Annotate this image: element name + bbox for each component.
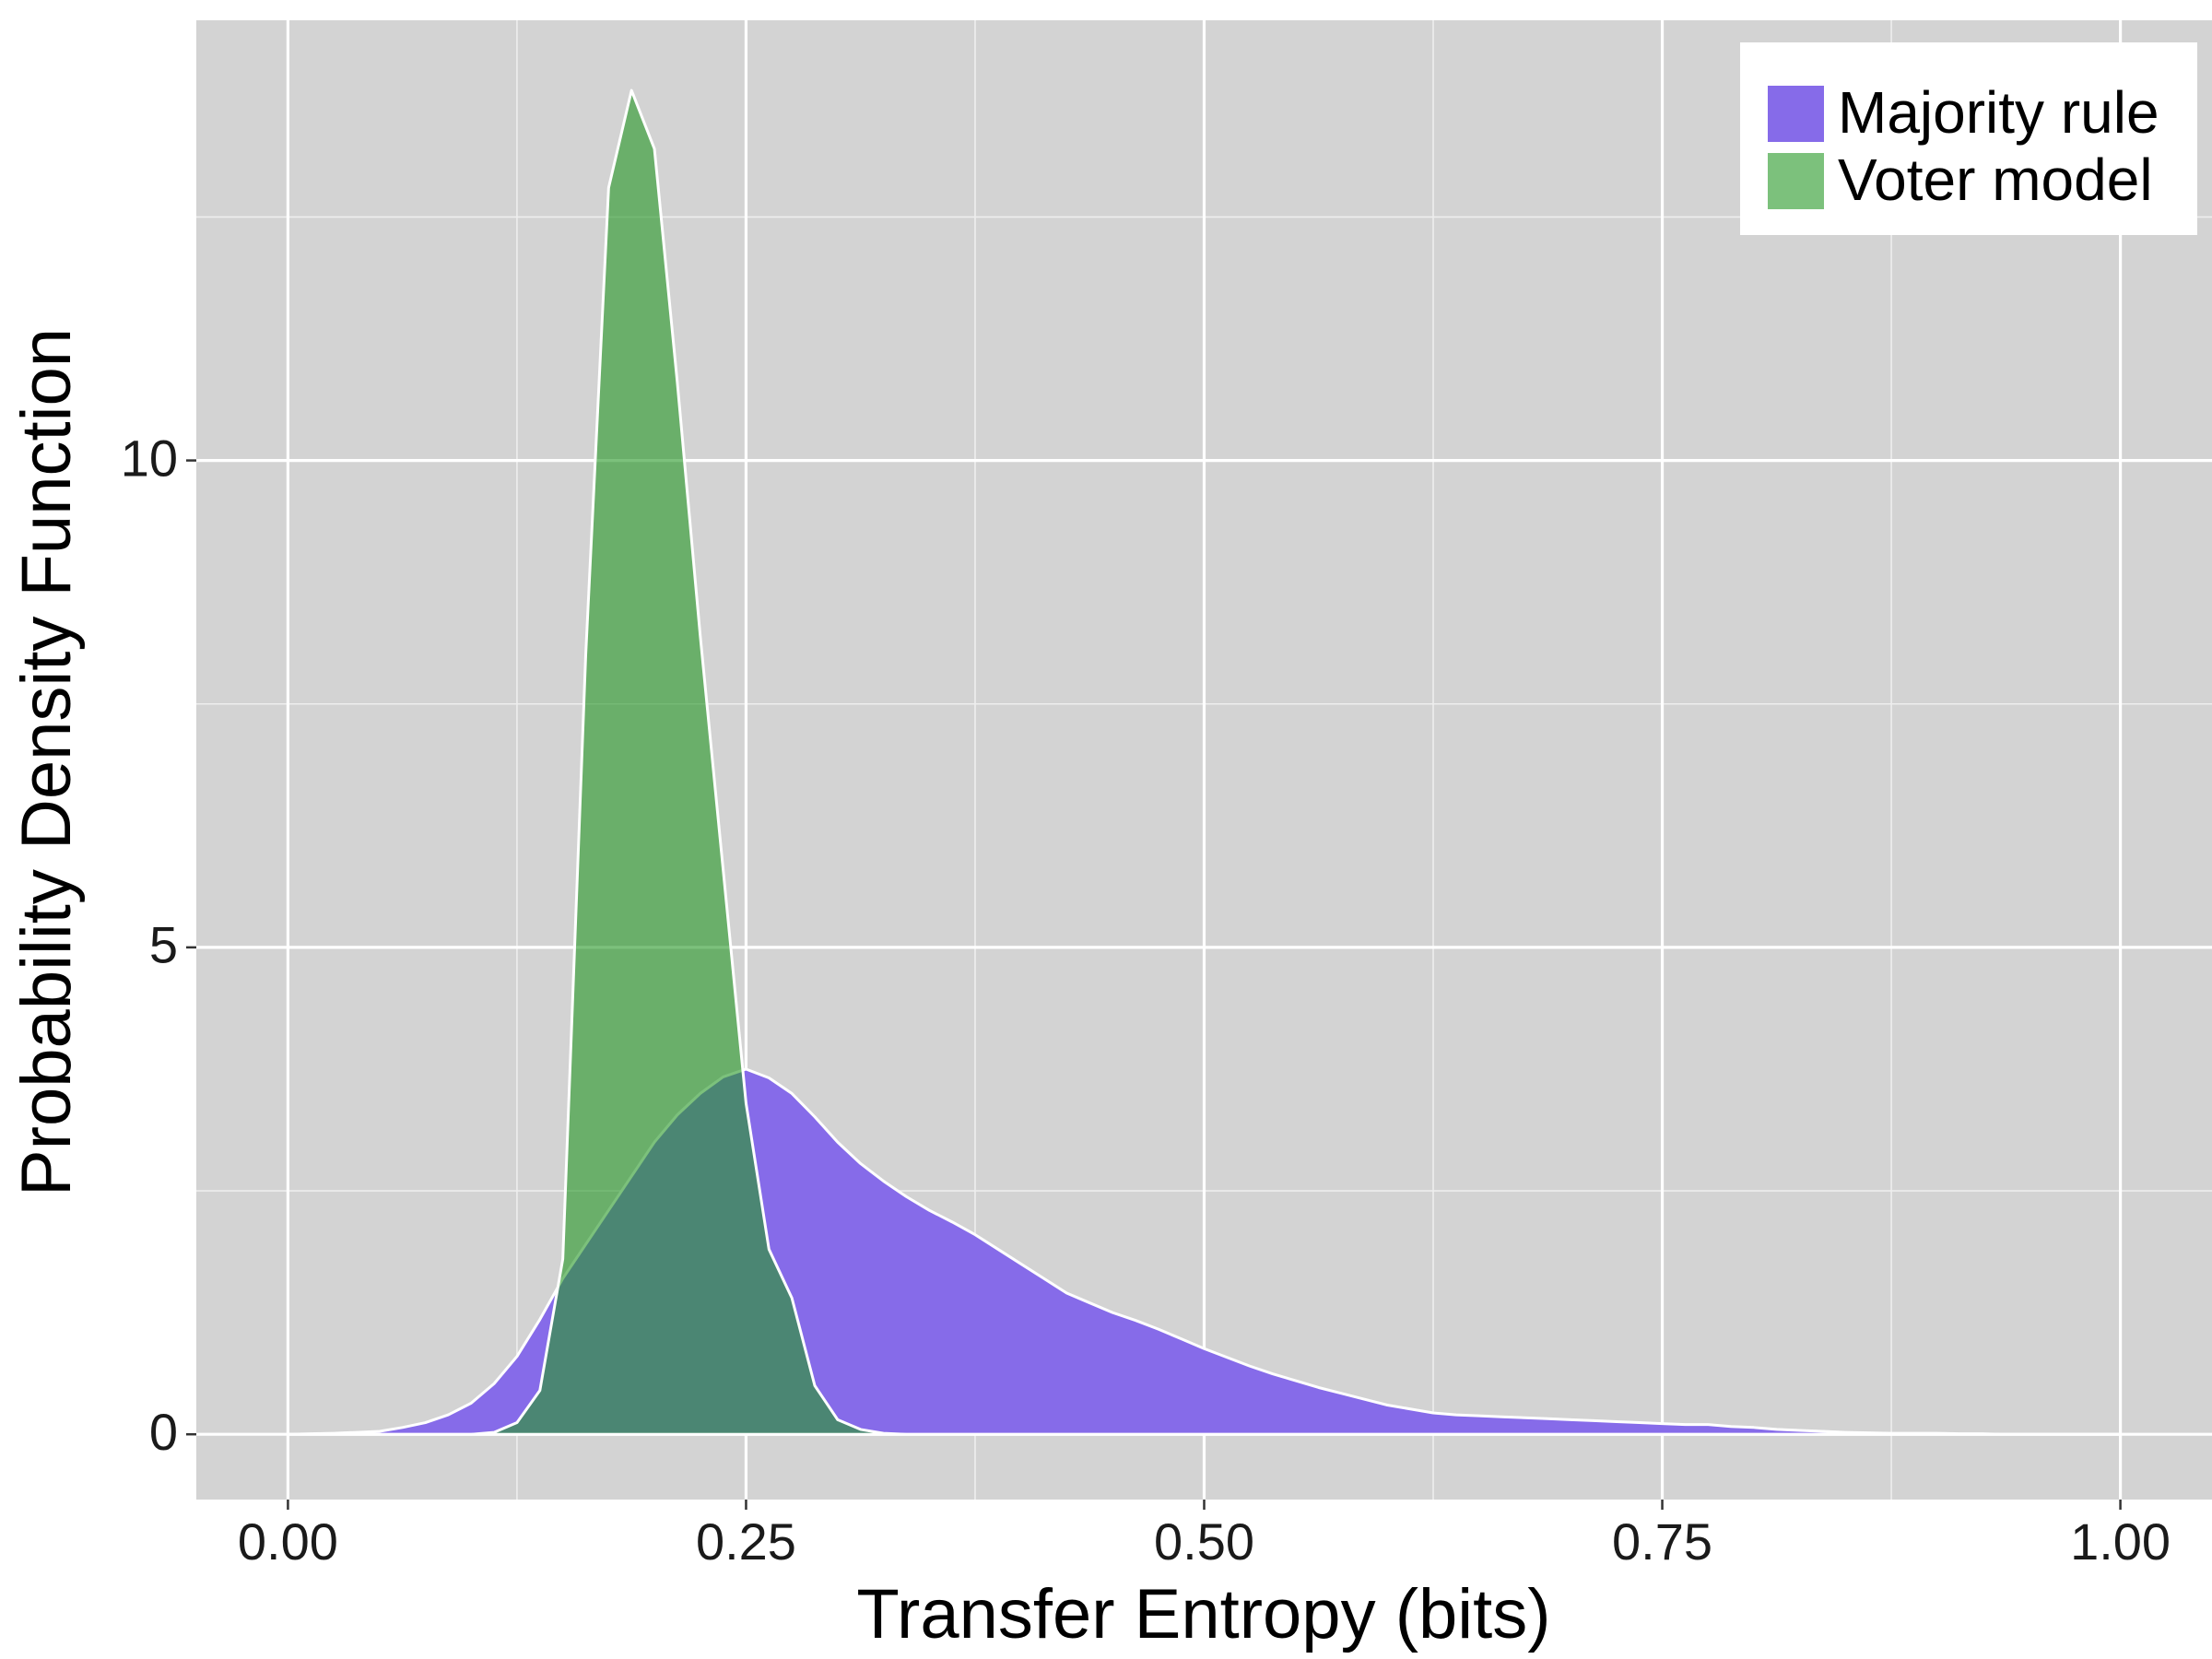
density-area bbox=[286, 88, 2123, 1436]
legend-label: Voter model bbox=[1838, 147, 2153, 213]
legend-swatch bbox=[1768, 86, 1824, 142]
areas bbox=[286, 88, 2123, 1436]
legend-label: Majority rule bbox=[1838, 79, 2159, 146]
x-tick-label: 0.50 bbox=[1154, 1512, 1254, 1571]
y-axis-title: Probability Density Function bbox=[7, 328, 86, 1196]
axes: 0 5 10 0.00 0.25 0.50 0.75 1.00 bbox=[121, 429, 2171, 1570]
x-tick-label: 1.00 bbox=[2070, 1512, 2171, 1571]
y-tick-label: 0 bbox=[149, 1403, 178, 1461]
y-tick-label: 5 bbox=[149, 916, 178, 974]
legend-swatch bbox=[1768, 153, 1824, 209]
x-tick-label: 0.75 bbox=[1612, 1512, 1712, 1571]
x-tick-label: 0.00 bbox=[238, 1512, 338, 1571]
y-tick-label: 10 bbox=[121, 429, 178, 487]
x-tick-label: 0.25 bbox=[696, 1512, 796, 1571]
x-axis-title: Transfer Entropy (bits) bbox=[856, 1575, 1550, 1653]
